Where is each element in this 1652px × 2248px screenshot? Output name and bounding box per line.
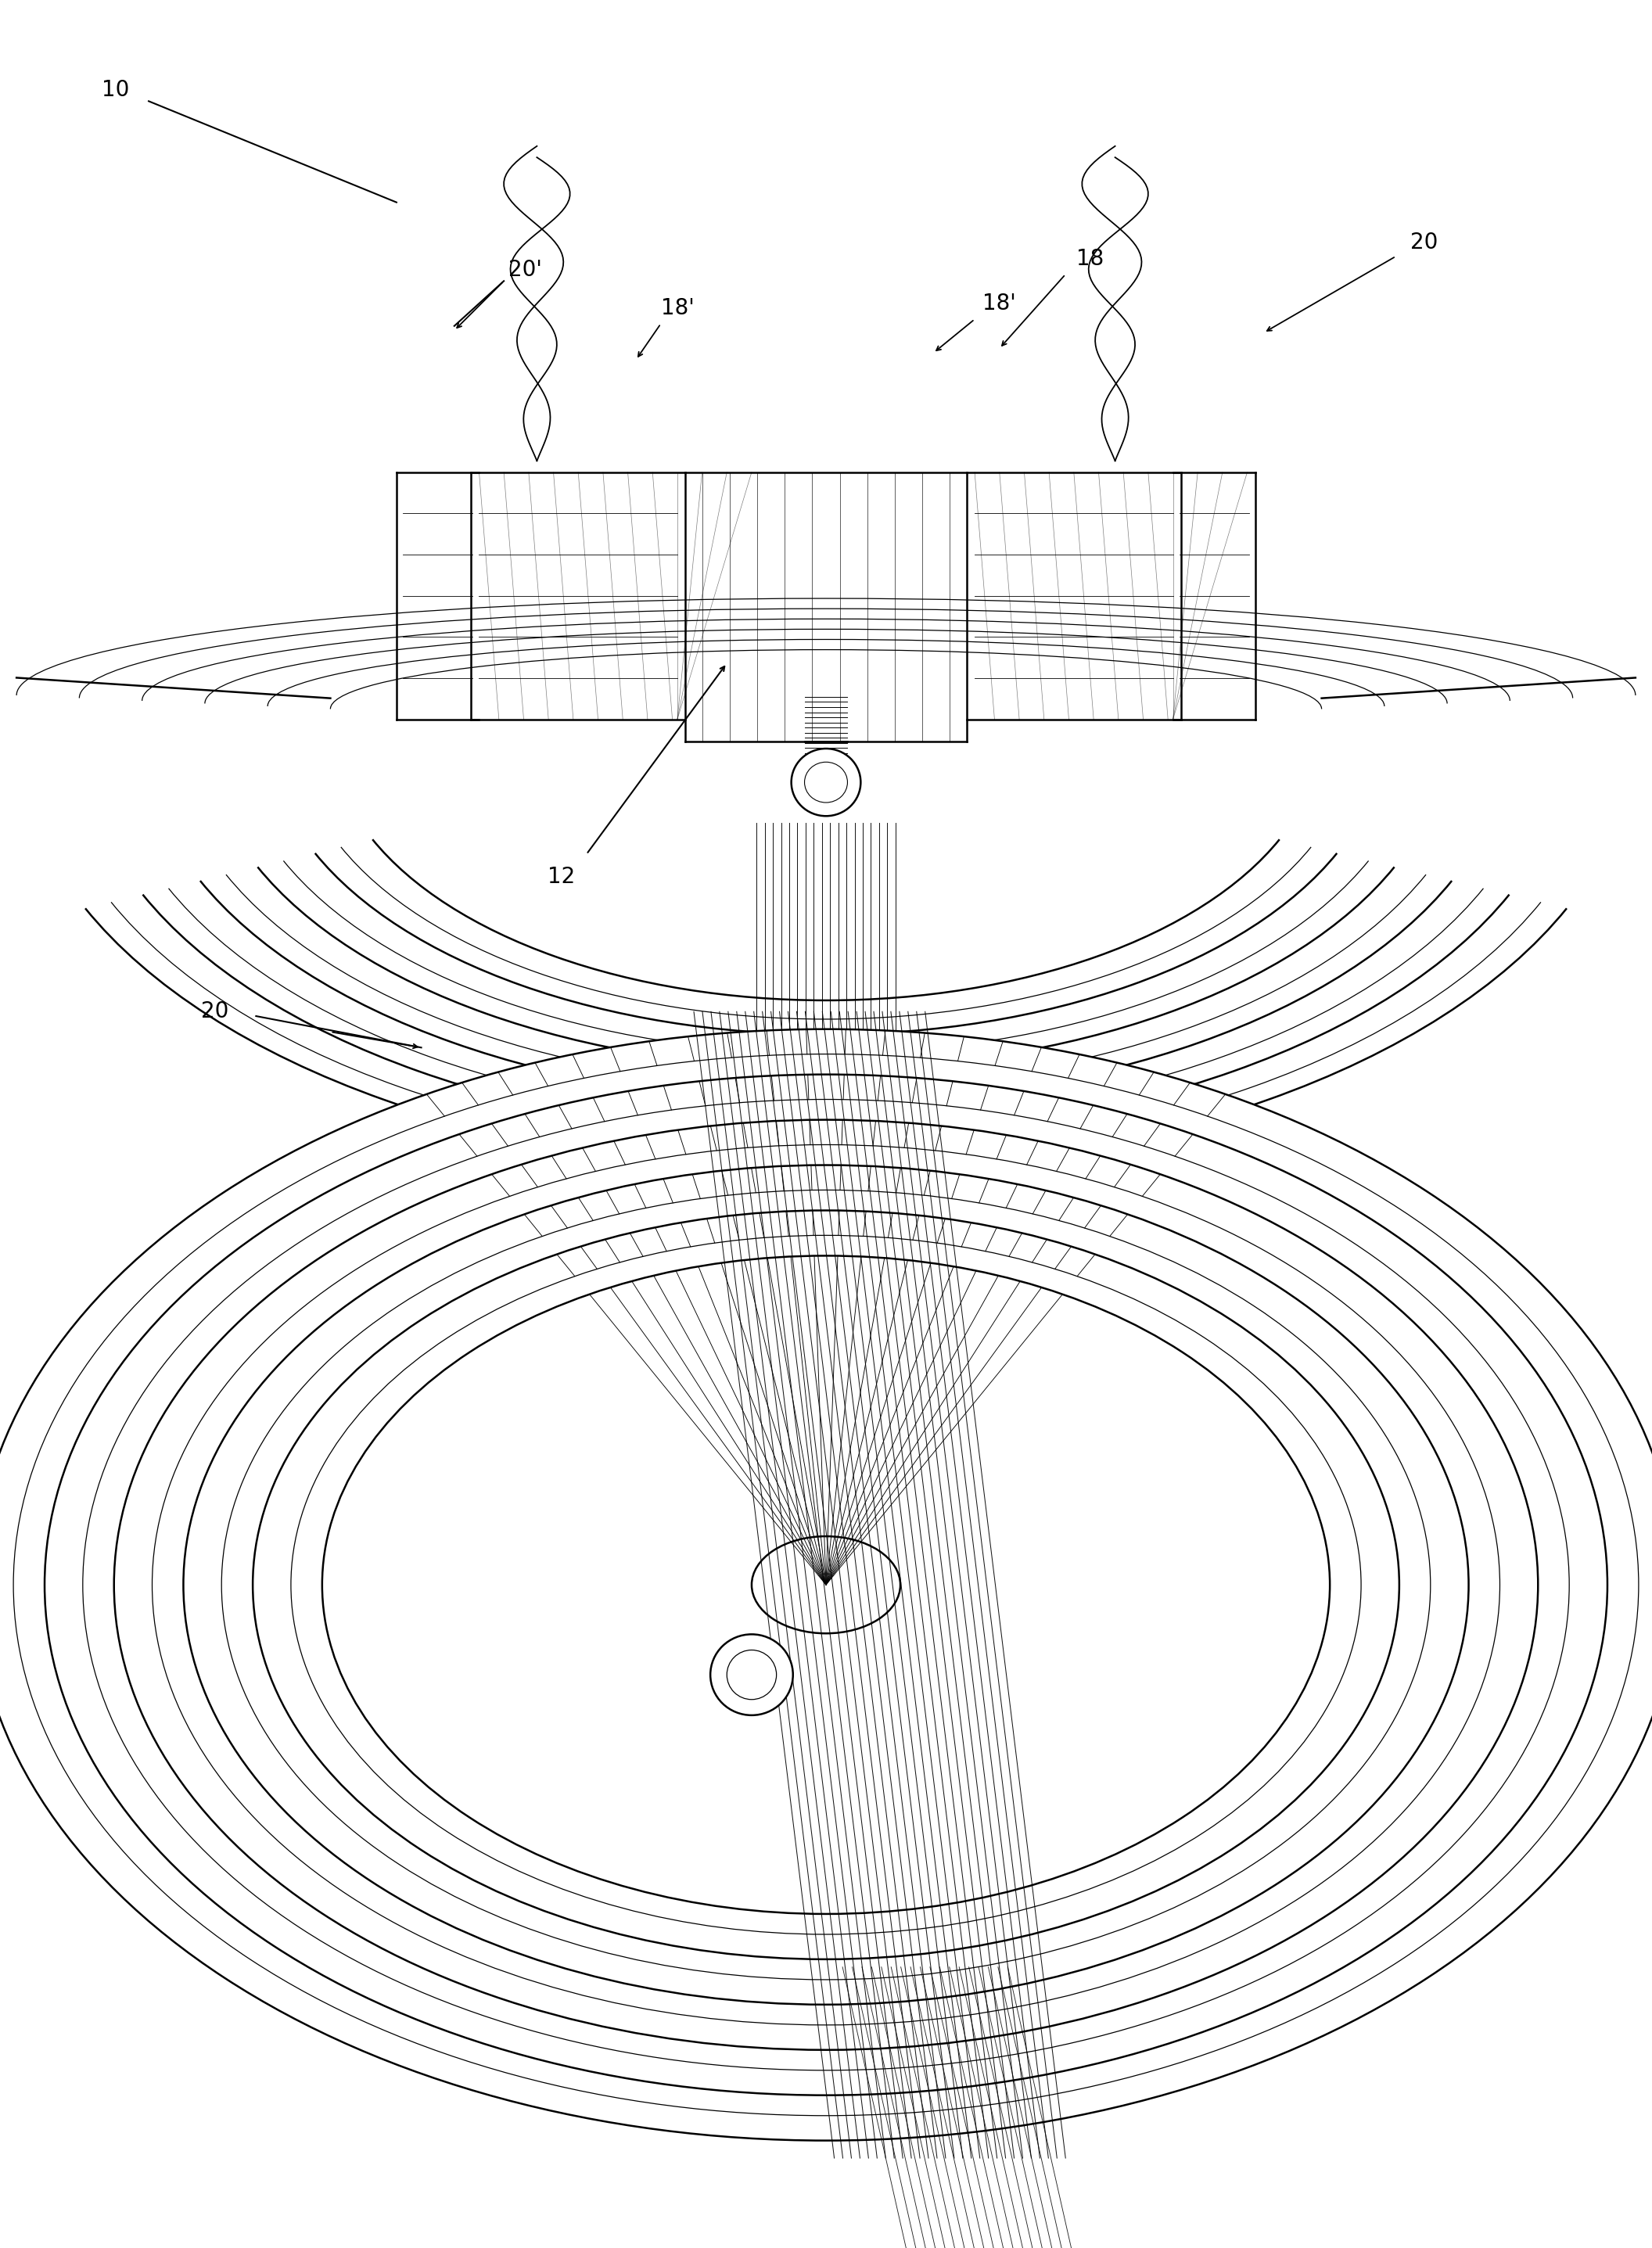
Text: 29": 29" bbox=[986, 1450, 1023, 1472]
Ellipse shape bbox=[45, 1075, 1607, 2095]
Text: 18: 18 bbox=[1077, 247, 1104, 270]
Ellipse shape bbox=[710, 1634, 793, 1715]
Ellipse shape bbox=[253, 1209, 1399, 1960]
Text: 12: 12 bbox=[548, 865, 575, 888]
Ellipse shape bbox=[0, 1030, 1652, 2140]
Text: 18': 18' bbox=[983, 292, 1016, 315]
Text: 26: 26 bbox=[813, 1120, 839, 1142]
Ellipse shape bbox=[727, 1650, 776, 1699]
Text: 20': 20' bbox=[509, 259, 542, 281]
Ellipse shape bbox=[322, 1257, 1330, 1913]
Ellipse shape bbox=[114, 1120, 1538, 2050]
Text: 10: 10 bbox=[102, 79, 129, 101]
Text: 20: 20 bbox=[202, 1000, 228, 1023]
Text: 26: 26 bbox=[780, 1888, 806, 1911]
Text: 18': 18' bbox=[661, 297, 694, 319]
Ellipse shape bbox=[805, 762, 847, 803]
Ellipse shape bbox=[183, 1164, 1469, 2005]
Ellipse shape bbox=[791, 749, 861, 816]
Ellipse shape bbox=[752, 1535, 900, 1634]
Text: 20: 20 bbox=[1411, 232, 1437, 254]
Text: FIG. 3: FIG. 3 bbox=[785, 1313, 867, 1340]
